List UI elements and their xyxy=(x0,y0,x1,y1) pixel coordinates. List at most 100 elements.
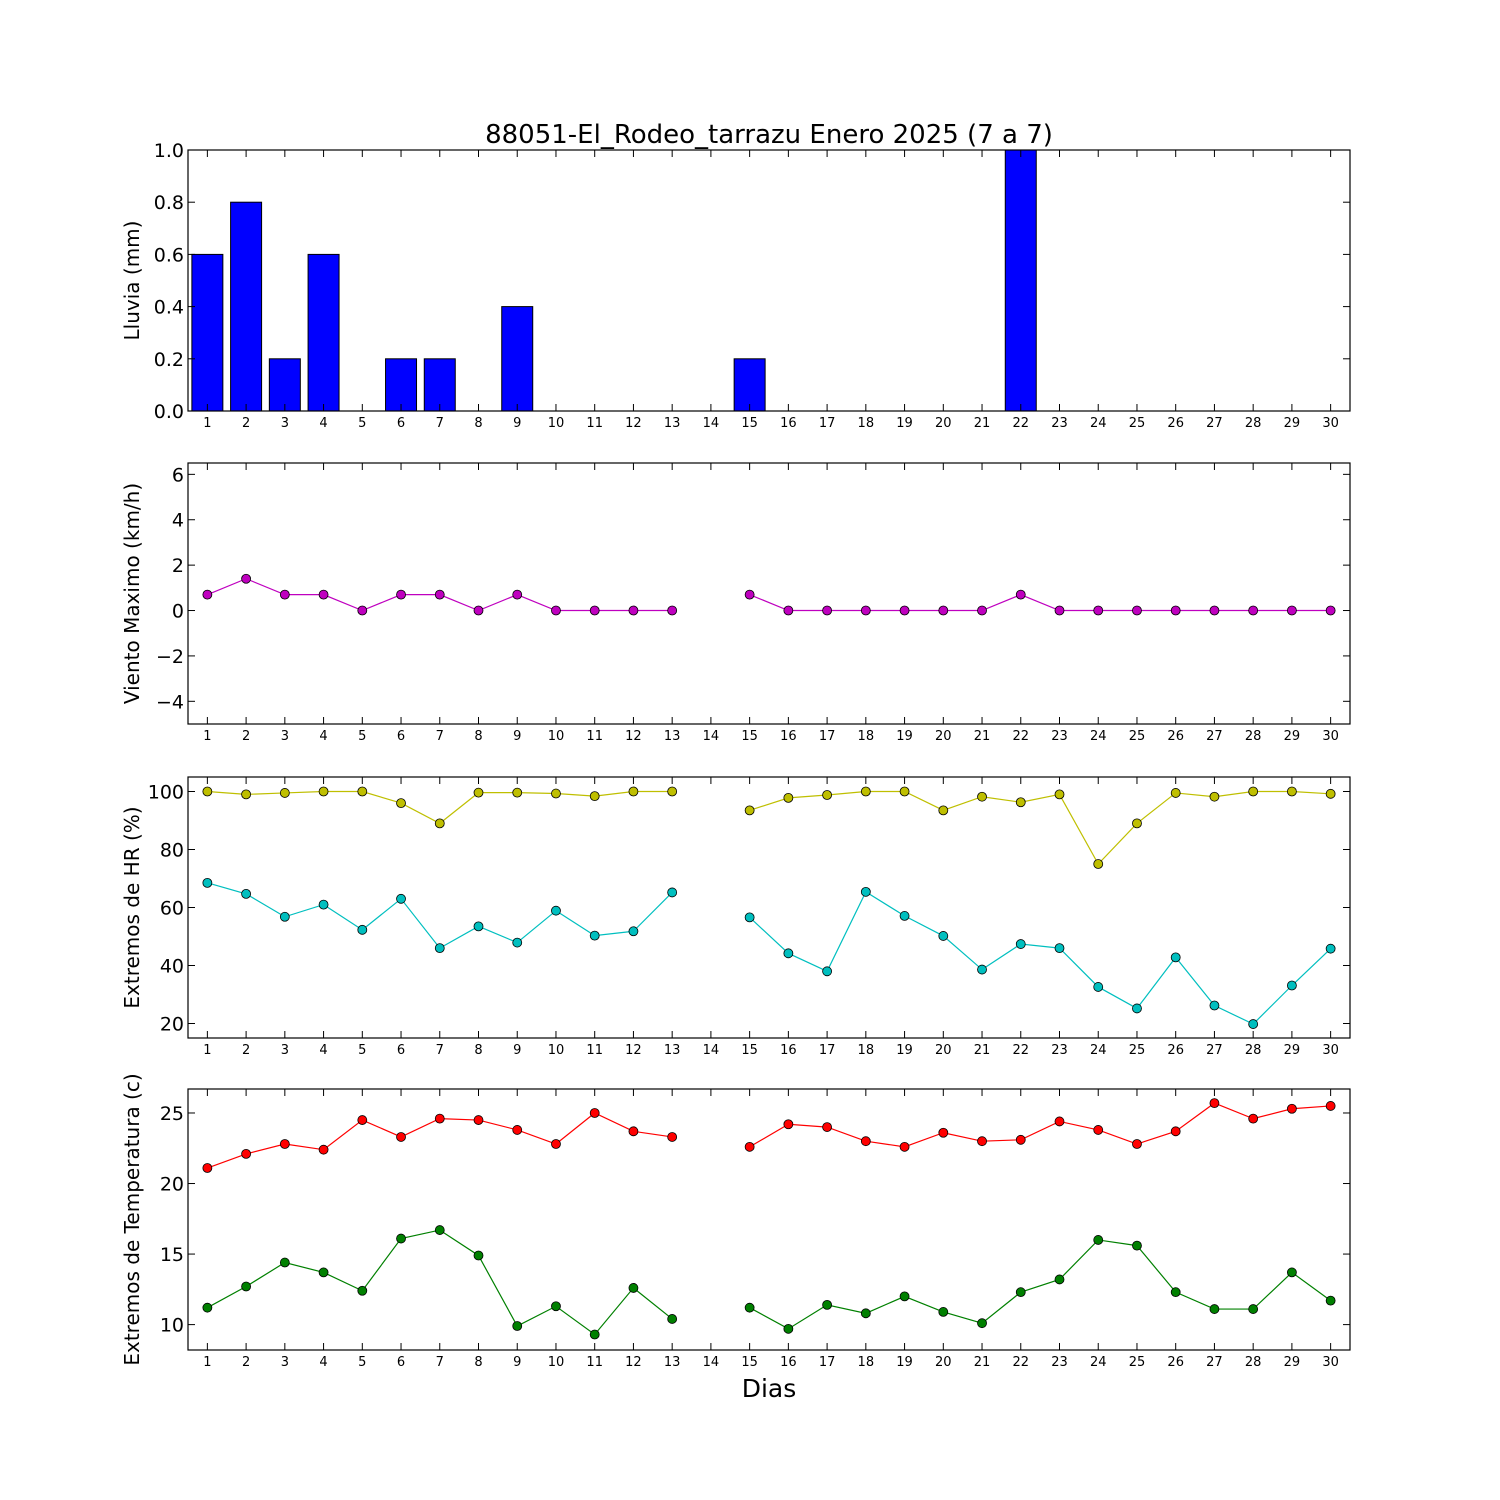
x-tick-label: 28 xyxy=(1245,1043,1262,1058)
y-tick-label: 20 xyxy=(160,1014,184,1036)
x-tick-label: 9 xyxy=(513,1355,521,1370)
x-tick-label: 8 xyxy=(474,1355,482,1370)
x-tick-label: 30 xyxy=(1322,1043,1339,1058)
bar-day-7 xyxy=(423,358,456,412)
x-tick-label: 19 xyxy=(896,1355,913,1370)
point-day-17 xyxy=(822,966,832,977)
x-tick-label: 7 xyxy=(436,1043,444,1058)
point-day-21 xyxy=(977,605,987,616)
x-tick-label: 5 xyxy=(358,729,366,744)
x-tick-label: 30 xyxy=(1322,729,1339,744)
x-tick-label: 2 xyxy=(242,416,250,431)
point-day-7 xyxy=(434,818,445,829)
series-line-segment-2 xyxy=(749,890,1332,1025)
point-day-29 xyxy=(1287,786,1297,797)
point-day-19 xyxy=(899,605,910,616)
point-day-18 xyxy=(860,1136,871,1147)
x-tick-label: 7 xyxy=(436,1355,444,1370)
point-day-8 xyxy=(473,605,484,616)
bar-day-4 xyxy=(307,253,340,412)
point-day-1 xyxy=(202,1302,213,1313)
point-day-3 xyxy=(279,911,290,922)
point-day-30 xyxy=(1325,943,1336,954)
x-tick-label: 20 xyxy=(935,416,952,431)
point-day-29 xyxy=(1287,1103,1297,1114)
x-tick-label: 26 xyxy=(1167,1355,1184,1370)
point-day-24 xyxy=(1093,1235,1104,1245)
point-day-19 xyxy=(899,786,910,797)
x-tick-label: 28 xyxy=(1245,729,1262,744)
point-day-18 xyxy=(860,1308,871,1319)
point-day-29 xyxy=(1287,605,1297,616)
point-day-2 xyxy=(241,573,252,584)
x-tick-label: 7 xyxy=(436,416,444,431)
point-day-10 xyxy=(551,1301,561,1312)
point-day-24 xyxy=(1093,605,1104,616)
x-tick-label: 29 xyxy=(1284,729,1301,744)
x-tick-label: 25 xyxy=(1129,1355,1146,1370)
bar-day-6 xyxy=(385,358,418,412)
point-day-26 xyxy=(1170,1287,1181,1298)
point-day-25 xyxy=(1132,1003,1142,1014)
point-day-2 xyxy=(241,1148,252,1159)
y-tick-label: 4 xyxy=(172,510,184,532)
point-day-12 xyxy=(628,1283,639,1293)
panel-2-frame xyxy=(187,462,1351,725)
x-tick-label: 13 xyxy=(664,416,681,431)
point-day-23 xyxy=(1054,1116,1065,1127)
y-tick-label: 0 xyxy=(172,601,184,623)
x-tick-label: 3 xyxy=(281,1355,289,1370)
point-day-26 xyxy=(1170,605,1181,616)
point-day-29 xyxy=(1287,1267,1297,1278)
point-day-2 xyxy=(241,888,252,899)
point-day-10 xyxy=(551,1139,561,1149)
y-tick-label: 40 xyxy=(160,956,184,978)
point-day-2 xyxy=(241,789,252,800)
point-day-22 xyxy=(1015,1134,1026,1145)
panel-4-frame xyxy=(187,1088,1351,1351)
point-day-13 xyxy=(667,786,678,797)
point-day-21 xyxy=(977,964,987,975)
point-day-11 xyxy=(589,930,600,941)
x-tick-label: 17 xyxy=(819,416,836,431)
bar-day-22 xyxy=(1004,149,1037,412)
x-tick-label: 23 xyxy=(1051,729,1068,744)
point-day-23 xyxy=(1054,605,1065,616)
x-tick-label: 10 xyxy=(548,416,565,431)
point-day-17 xyxy=(822,790,832,800)
x-tick-label: 20 xyxy=(935,1355,952,1370)
point-day-11 xyxy=(589,1108,600,1118)
panels: 0.00.20.40.60.81.01 2 3 4 5 6 7 8 9 10 11 12 13 14 15 1… xyxy=(120,140,1351,1370)
point-day-12 xyxy=(628,1126,639,1137)
point-day-24 xyxy=(1093,859,1104,869)
point-day-28 xyxy=(1248,605,1259,616)
point-day-5 xyxy=(357,605,368,616)
x-tick-label: 14 xyxy=(703,729,720,744)
x-tick-label: 23 xyxy=(1051,1355,1068,1370)
point-day-27 xyxy=(1209,1304,1220,1314)
point-day-2 xyxy=(241,1281,252,1292)
point-day-16 xyxy=(783,948,794,959)
x-tick-label: 27 xyxy=(1206,1355,1223,1370)
point-day-11 xyxy=(589,1329,600,1340)
x-tick-label: 14 xyxy=(703,1043,720,1058)
x-tick-label: 28 xyxy=(1245,1355,1262,1370)
x-tick-label: 10 xyxy=(548,1355,565,1370)
point-day-24 xyxy=(1093,1125,1104,1135)
point-day-28 xyxy=(1248,1113,1259,1124)
point-day-3 xyxy=(279,788,290,798)
panel-4-y-axis-label: Extremos de Temperatura (c) xyxy=(120,1073,144,1365)
x-tick-label: 19 xyxy=(896,1043,913,1058)
y-tick-label: 80 xyxy=(160,840,184,862)
y-tick-label: 0.4 xyxy=(154,297,184,319)
x-tick-label: 24 xyxy=(1090,1043,1107,1058)
x-tick-label: 12 xyxy=(625,729,642,744)
point-day-13 xyxy=(667,887,678,898)
x-tick-label: 17 xyxy=(819,729,836,744)
x-tick-label: 24 xyxy=(1090,416,1107,431)
point-day-5 xyxy=(357,924,368,935)
x-tick-label: 9 xyxy=(513,1043,521,1058)
point-day-9 xyxy=(512,589,523,600)
